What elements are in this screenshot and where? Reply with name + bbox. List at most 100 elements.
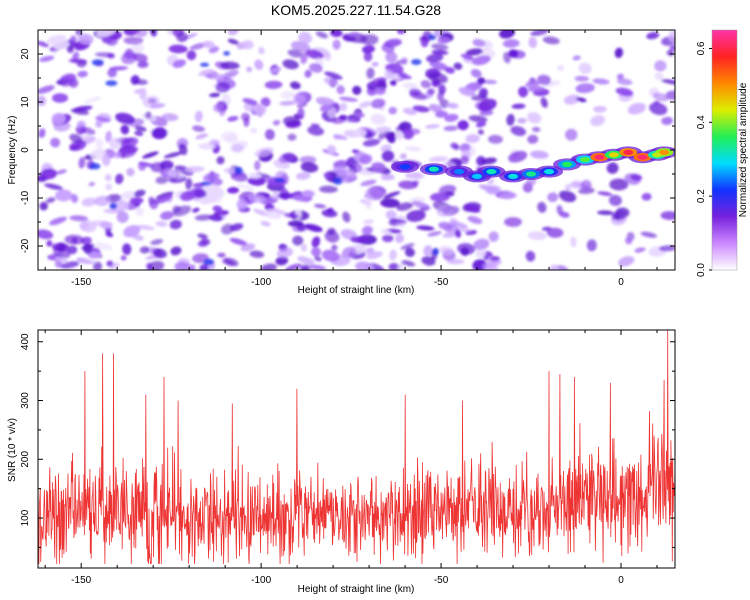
noise-blob [88, 251, 101, 259]
noise-blob [55, 189, 73, 202]
y-tick-label: 200 [20, 451, 31, 468]
signal-core [428, 166, 439, 172]
noise-blob [122, 243, 132, 255]
noise-blob [426, 53, 444, 63]
snr-x-axis: -150 -100 -50 0 [44, 330, 658, 586]
noise-blob [450, 142, 459, 149]
noise-blob [378, 132, 385, 141]
noise-blob [260, 221, 271, 227]
noise-blob [593, 105, 607, 113]
noise-blob [352, 85, 362, 95]
noise-blob [428, 156, 448, 163]
noise-blob [395, 233, 405, 244]
noise-blob [298, 31, 313, 44]
noise-blob [611, 211, 626, 221]
noise-blob [309, 63, 323, 73]
noise-blob [361, 45, 376, 54]
noise-blob [139, 246, 150, 254]
noise-blob [342, 211, 351, 223]
noise-blob [482, 79, 498, 85]
noise-blob [155, 176, 169, 184]
y-tick-label: 10 [20, 96, 31, 108]
noise-blob [654, 60, 667, 72]
noise-blob [477, 129, 484, 135]
noise-blob [39, 168, 58, 180]
noise-blob [404, 172, 425, 180]
noise-blob [300, 243, 307, 252]
noise-blob [396, 202, 414, 211]
noise-blob [135, 207, 144, 217]
noise-blob [45, 197, 56, 203]
noise-blob [323, 172, 333, 180]
noise-blob [381, 150, 395, 162]
noise-blob [149, 103, 166, 109]
noise-blob [304, 223, 323, 232]
noise-blob [44, 183, 64, 190]
noise-blob [227, 38, 239, 45]
noise-blob [475, 121, 487, 128]
noise-blob [197, 233, 208, 239]
noise-blob [70, 194, 79, 204]
noise-blob [618, 256, 635, 267]
noise-blob [542, 80, 561, 88]
noise-blob [118, 145, 139, 154]
noise-blob [446, 258, 465, 265]
noise-blob [542, 36, 560, 45]
noise-blob [409, 197, 426, 203]
noise-blob [406, 210, 426, 222]
noise-blob [203, 258, 215, 266]
noise-blob [460, 53, 474, 61]
noise-blob [88, 182, 96, 187]
noise-blob [326, 144, 337, 155]
x-tick-label: 0 [618, 575, 624, 586]
noise-blob [170, 246, 182, 256]
noise-blob [236, 184, 256, 191]
spectrogram-noise [38, 30, 675, 270]
noise-blob [525, 80, 541, 88]
x-tick-label: -50 [434, 575, 449, 586]
noise-blob [51, 93, 69, 103]
noise-blob [300, 52, 308, 65]
noise-blob [120, 124, 130, 135]
noise-blob [437, 36, 450, 44]
noise-blob [485, 185, 501, 195]
noise-blob [400, 57, 408, 65]
noise-blob [69, 35, 77, 44]
noise-blob [597, 210, 614, 216]
noise-blob [481, 157, 497, 165]
noise-blob [95, 52, 115, 58]
noise-blob [258, 47, 265, 55]
noise-blob [499, 30, 516, 39]
noise-blob [79, 126, 96, 135]
noise-blob [666, 49, 674, 57]
noise-blob [537, 201, 547, 213]
noise-blob [429, 104, 443, 113]
noise-blob [339, 96, 358, 102]
noise-blob [287, 49, 303, 58]
noise-blob [615, 87, 634, 97]
noise-blob [105, 130, 112, 143]
noise-blob [59, 73, 77, 84]
noise-blob [402, 107, 417, 116]
noise-blob [445, 67, 455, 74]
noise-blob [510, 126, 527, 136]
noise-blob [223, 257, 239, 267]
noise-blob [254, 59, 264, 71]
y-tick-label: 20 [20, 48, 31, 60]
noise-blob [105, 183, 113, 191]
noise-blob [517, 118, 527, 124]
noise-blob [389, 80, 397, 86]
noise-blob [203, 40, 215, 49]
noise-blob [371, 61, 379, 67]
snr-x-label: Height of straight line (km) [298, 584, 415, 595]
noise-blob [271, 190, 280, 201]
noise-blob [661, 116, 674, 125]
noise-blob [293, 93, 306, 105]
noise-blob [215, 81, 231, 93]
noise-blob [404, 247, 415, 257]
noise-blob [661, 79, 675, 85]
noise-blob [580, 179, 592, 191]
snr-frame [37, 329, 676, 569]
noise-blob [120, 191, 137, 200]
